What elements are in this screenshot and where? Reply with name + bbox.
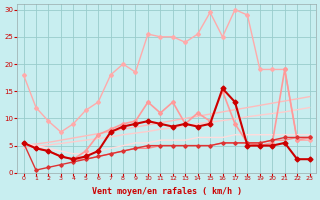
X-axis label: Vent moyen/en rafales ( km/h ): Vent moyen/en rafales ( km/h ): [92, 187, 242, 196]
